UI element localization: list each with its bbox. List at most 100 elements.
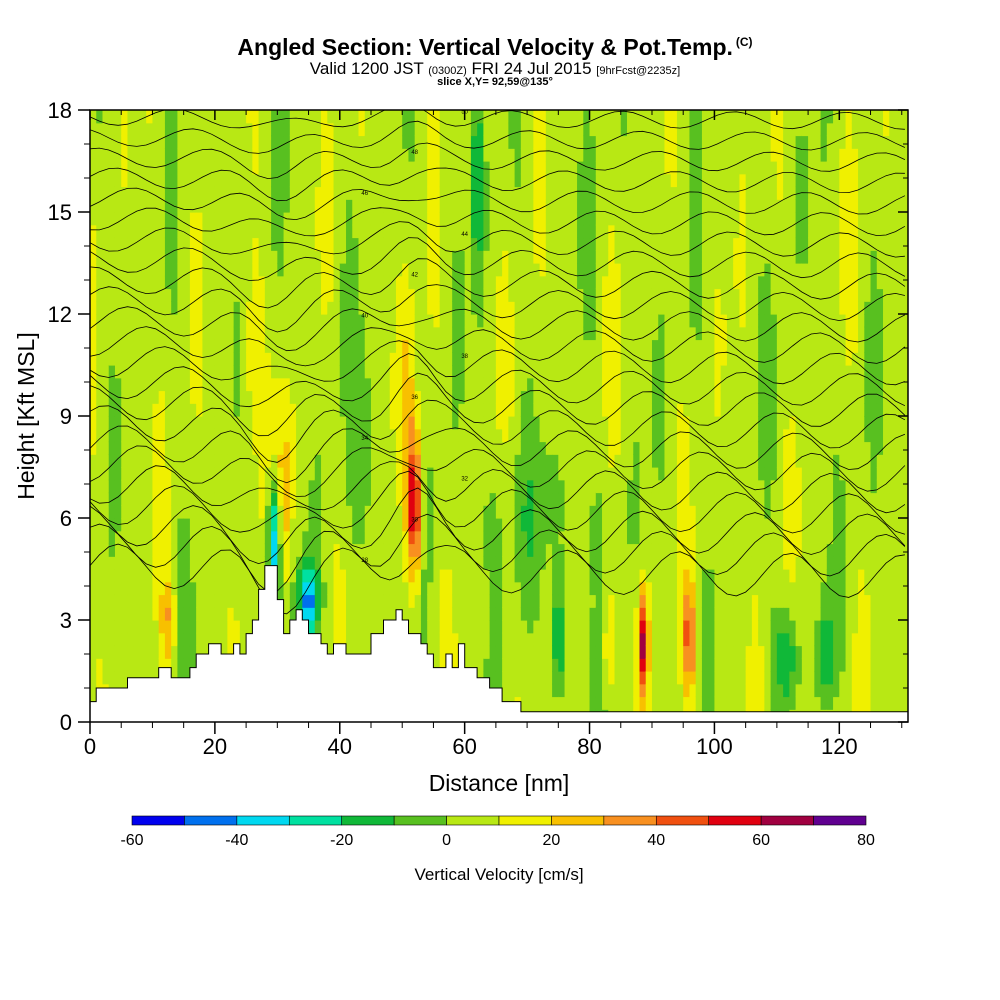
velocity-cell (577, 620, 584, 634)
velocity-cell (102, 530, 110, 545)
velocity-cell (108, 581, 116, 596)
velocity-cell (346, 530, 353, 545)
velocity-cell (589, 173, 597, 188)
velocity-cell (701, 161, 709, 175)
velocity-cell (651, 658, 659, 672)
velocity-cell (633, 173, 641, 188)
velocity-cell (658, 556, 666, 570)
velocity-cell (695, 403, 703, 417)
velocity-cell (314, 479, 322, 494)
velocity-cell (164, 288, 172, 302)
velocity-cell (527, 441, 534, 455)
velocity-cell (645, 390, 653, 404)
velocity-cell (289, 275, 297, 290)
velocity-cell (289, 518, 297, 532)
velocity-cell (502, 237, 509, 251)
velocity-cell (589, 377, 597, 392)
velocity-cell (346, 620, 353, 634)
velocity-cell (577, 607, 584, 621)
velocity-cell (96, 671, 104, 685)
velocity-cell (96, 428, 104, 443)
velocity-cell (439, 607, 447, 621)
velocity-cell (701, 441, 709, 455)
velocity-cell (645, 301, 653, 315)
velocity-cell (164, 467, 172, 481)
velocity-cell (108, 492, 116, 506)
velocity-cell (139, 250, 147, 264)
velocity-cell (246, 479, 253, 494)
velocity-cell (701, 658, 709, 672)
velocity-cell (483, 250, 491, 264)
velocity-cell (608, 543, 616, 557)
velocity-cell (258, 275, 266, 290)
velocity-cell (577, 365, 584, 379)
velocity-cell (139, 365, 147, 379)
velocity-cell (221, 492, 228, 506)
velocity-cell (202, 237, 210, 251)
velocity-cell (146, 237, 154, 251)
velocity-cell (146, 339, 154, 353)
velocity-cell (570, 263, 578, 277)
velocity-cell (552, 671, 559, 685)
velocity-cell (221, 148, 228, 162)
velocity-cell (689, 416, 697, 430)
velocity-cell (470, 275, 478, 290)
velocity-cell (570, 632, 578, 647)
velocity-cell (701, 377, 709, 392)
velocity-cell (427, 161, 435, 175)
velocity-cell (495, 301, 503, 315)
velocity-cell (327, 479, 335, 494)
velocity-cell (164, 492, 172, 506)
velocity-cell (189, 377, 197, 392)
velocity-cell (645, 135, 653, 149)
velocity-cell (383, 607, 391, 621)
velocity-cell (689, 620, 697, 634)
velocity-cell (121, 135, 129, 149)
velocity-cell (277, 275, 285, 290)
velocity-cell (358, 530, 366, 545)
velocity-cell (189, 135, 197, 149)
velocity-cell (90, 416, 97, 430)
velocity-cell (477, 505, 484, 519)
velocity-cell (539, 352, 547, 366)
velocity-cell (383, 314, 391, 328)
velocity-cell (558, 250, 566, 264)
velocity-cell (90, 135, 97, 149)
velocity-cell (714, 148, 722, 162)
velocity-cell (395, 173, 403, 188)
velocity-cell (121, 556, 129, 570)
velocity-cell (639, 237, 647, 251)
velocity-cell (427, 288, 435, 302)
velocity-cell (152, 658, 160, 672)
velocity-cell (321, 110, 328, 124)
velocity-cell (420, 237, 428, 251)
velocity-cell (464, 556, 472, 570)
velocity-cell (402, 161, 410, 175)
velocity-cell (720, 632, 728, 647)
velocity-cell (720, 607, 728, 621)
velocity-cell (108, 632, 116, 647)
velocity-cell (196, 645, 203, 659)
velocity-cell (308, 620, 316, 634)
velocity-cell (570, 428, 578, 443)
velocity-cell (570, 416, 578, 430)
velocity-cell (627, 454, 634, 468)
velocity-cell (477, 199, 484, 213)
velocity-cell (439, 594, 447, 608)
velocity-cell (651, 237, 659, 251)
velocity-cell (614, 275, 622, 290)
velocity-cell (614, 428, 622, 443)
velocity-cell (427, 301, 435, 315)
velocity-cell (577, 479, 584, 494)
velocity-cell (664, 339, 672, 353)
velocity-cell (689, 326, 697, 341)
velocity-cell (726, 390, 734, 404)
velocity-cell (683, 607, 691, 621)
velocity-cell (564, 518, 572, 532)
velocity-cell (314, 428, 322, 443)
velocity-cell (152, 186, 160, 200)
velocity-cell (152, 505, 160, 519)
velocity-cell (227, 263, 235, 277)
velocity-cell (708, 377, 716, 392)
velocity-cell (214, 403, 222, 417)
